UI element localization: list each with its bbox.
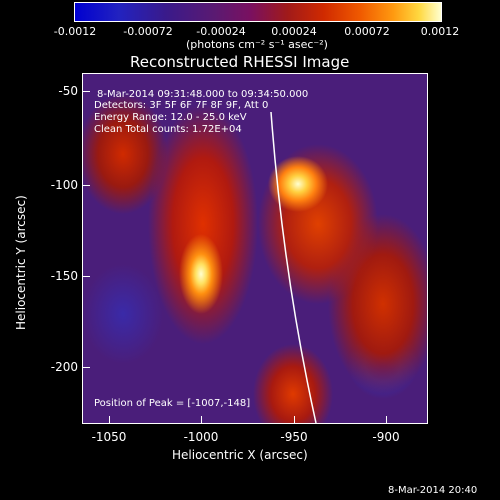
solar-image: [83, 74, 427, 423]
y-axis-label: Heliocentric Y (arcsec): [14, 195, 28, 330]
x-axis-label: Heliocentric X (arcsec): [172, 448, 308, 462]
footer-timestamp: 8-Mar-2014 20:40: [388, 485, 478, 496]
colorbar-tick-label: -0.00072: [123, 25, 173, 38]
plot-frame: [82, 73, 428, 424]
info-energy: Energy Range: 12.0 - 25.0 keV: [94, 112, 247, 123]
y-tick-label: -100: [50, 178, 78, 192]
y-tick-label: -200: [50, 360, 78, 374]
info-peak: Position of Peak = [-1007,-148]: [94, 398, 251, 409]
colorbar-tick-label: -0.00024: [196, 25, 246, 38]
info-clean: Clean Total counts: 1.72E+04: [94, 124, 242, 135]
plot-title: Reconstructed RHESSI Image: [130, 53, 350, 71]
info-detectors: Detectors: 3F 5F 6F 7F 8F 9F, Att 0: [94, 100, 269, 111]
x-tick-label: -950: [280, 430, 308, 444]
x-tick-label: -1000: [183, 430, 219, 444]
x-tick-label: -1050: [91, 430, 127, 444]
limb-line: [270, 111, 317, 423]
colorbar-tick-label: 0.0012: [420, 25, 460, 38]
colorbar-tick-label: -0.0012: [53, 25, 97, 38]
info-time: 8-Mar-2014 09:31:48.000 to 09:34:50.000: [97, 89, 309, 100]
y-tick-label: -150: [50, 269, 78, 283]
colorbar-tick-label: 0.00072: [344, 25, 390, 38]
x-tick-label: -900: [372, 430, 400, 444]
colorbar-tick-label: 0.00024: [271, 25, 317, 38]
colorbar: [74, 2, 442, 22]
y-tick-label: -50: [58, 84, 78, 98]
colorbar-units: (photons cm⁻² s⁻¹ asec⁻²): [186, 38, 328, 51]
